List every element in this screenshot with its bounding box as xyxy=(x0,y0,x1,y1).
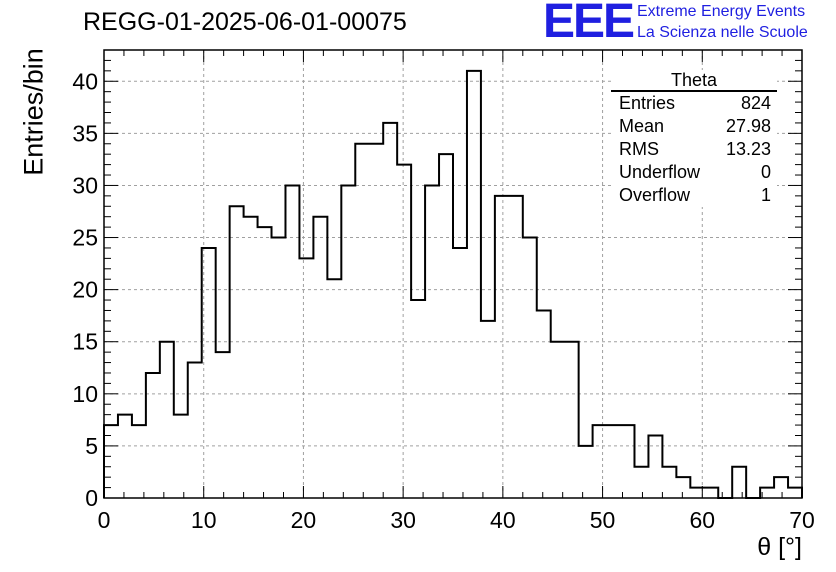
histogram-bin xyxy=(481,321,495,498)
x-tick-label: 30 xyxy=(390,507,416,533)
histogram-bin xyxy=(160,342,174,498)
histogram-bin xyxy=(174,415,188,498)
histogram-bin xyxy=(369,144,383,498)
stats-value: 1 xyxy=(760,185,771,205)
y-tick-label: 0 xyxy=(85,485,98,511)
histogram-outline xyxy=(103,69,803,499)
stats-value: 13.23 xyxy=(725,139,771,159)
y-tick-label: 25 xyxy=(72,225,98,251)
histogram-bin xyxy=(453,248,467,498)
histogram-bin xyxy=(579,446,593,498)
x-tick-label: 50 xyxy=(590,507,616,533)
histogram-bin xyxy=(774,477,788,498)
x-tick-label: 40 xyxy=(490,507,516,533)
histogram-bin xyxy=(272,238,286,498)
histogram-bin xyxy=(230,206,244,498)
y-tick-label: 30 xyxy=(72,172,98,198)
histogram-bin xyxy=(355,144,369,498)
histogram-bin xyxy=(621,425,635,498)
histogram-bin xyxy=(509,196,523,498)
logo-tagline-1: Extreme Energy Events xyxy=(637,3,806,20)
histogram-bin xyxy=(341,185,355,498)
stats-label: Mean xyxy=(619,116,665,136)
stats-row-overflow: Overflow 1 xyxy=(611,184,777,207)
histogram-bin xyxy=(634,467,648,498)
histogram-bin xyxy=(732,467,746,498)
histogram-bin xyxy=(299,258,313,498)
histogram-bin xyxy=(258,227,272,498)
stats-row-mean: Mean 27.98 xyxy=(611,115,777,138)
stats-row-underflow: Underflow 0 xyxy=(611,161,777,184)
y-tick-label: 35 xyxy=(72,120,98,146)
stats-label: Overflow xyxy=(619,185,691,205)
histogram-bin xyxy=(593,425,607,498)
y-tick-label: 20 xyxy=(72,277,98,303)
stats-title: Theta xyxy=(611,70,777,92)
stats-label: Underflow xyxy=(619,162,701,182)
histogram-bin xyxy=(788,488,802,498)
x-tick-label: 60 xyxy=(689,507,715,533)
histogram-bin xyxy=(648,435,662,498)
histogram-bin xyxy=(313,217,327,498)
histogram-bin xyxy=(676,477,690,498)
histogram-bin xyxy=(495,196,509,498)
histogram-bin xyxy=(188,363,202,498)
stats-row-rms: RMS 13.23 xyxy=(611,138,777,161)
histogram-bin xyxy=(383,123,397,498)
histogram-bin xyxy=(216,352,230,498)
histogram-bin xyxy=(146,373,160,498)
histogram-bin xyxy=(411,300,425,498)
stats-value: 0 xyxy=(760,162,771,182)
histogram-bin xyxy=(327,279,341,498)
histogram-bin xyxy=(132,425,146,498)
y-tick-label: 10 xyxy=(72,381,98,407)
stats-row-entries: Entries 824 xyxy=(611,92,777,115)
x-tick-label: 10 xyxy=(191,507,217,533)
histogram-bin xyxy=(523,238,537,498)
histogram-bin xyxy=(467,71,481,498)
x-axis-label: θ [°] xyxy=(757,533,802,561)
histogram-bin xyxy=(439,154,453,498)
histogram-bin xyxy=(565,342,579,498)
histogram-bin xyxy=(397,165,411,498)
y-tick-label: 15 xyxy=(72,329,98,355)
y-tick-label: 5 xyxy=(85,433,98,459)
stats-label: Entries xyxy=(619,93,676,113)
x-tick-label: 70 xyxy=(789,507,815,533)
x-tick-label: 20 xyxy=(291,507,317,533)
histogram-bin xyxy=(118,415,132,498)
eee-logo: EEE xyxy=(543,0,635,48)
histogram-bin xyxy=(704,488,718,498)
logo-tagline-2: La Scienza nelle Scuole xyxy=(637,24,808,41)
y-axis-label: Entries/bin xyxy=(18,48,49,176)
histogram-bin xyxy=(607,425,621,498)
x-tick-label: 0 xyxy=(98,507,111,533)
y-tick-label: 40 xyxy=(72,68,98,94)
run-title: REGG-01-2025-06-01-00075 xyxy=(83,8,407,36)
histogram-bin xyxy=(537,310,551,498)
histogram-bin xyxy=(662,467,676,498)
stats-box: Theta Entries 824 Mean 27.98 RMS 13.23 U… xyxy=(611,70,777,207)
histogram-bin xyxy=(551,342,565,498)
plot-frame xyxy=(103,49,803,499)
stats-value: 824 xyxy=(740,93,771,113)
stats-value: 27.98 xyxy=(725,116,771,136)
histogram-bin xyxy=(244,217,258,498)
stats-label: RMS xyxy=(619,139,659,159)
histogram-bin xyxy=(104,425,118,498)
